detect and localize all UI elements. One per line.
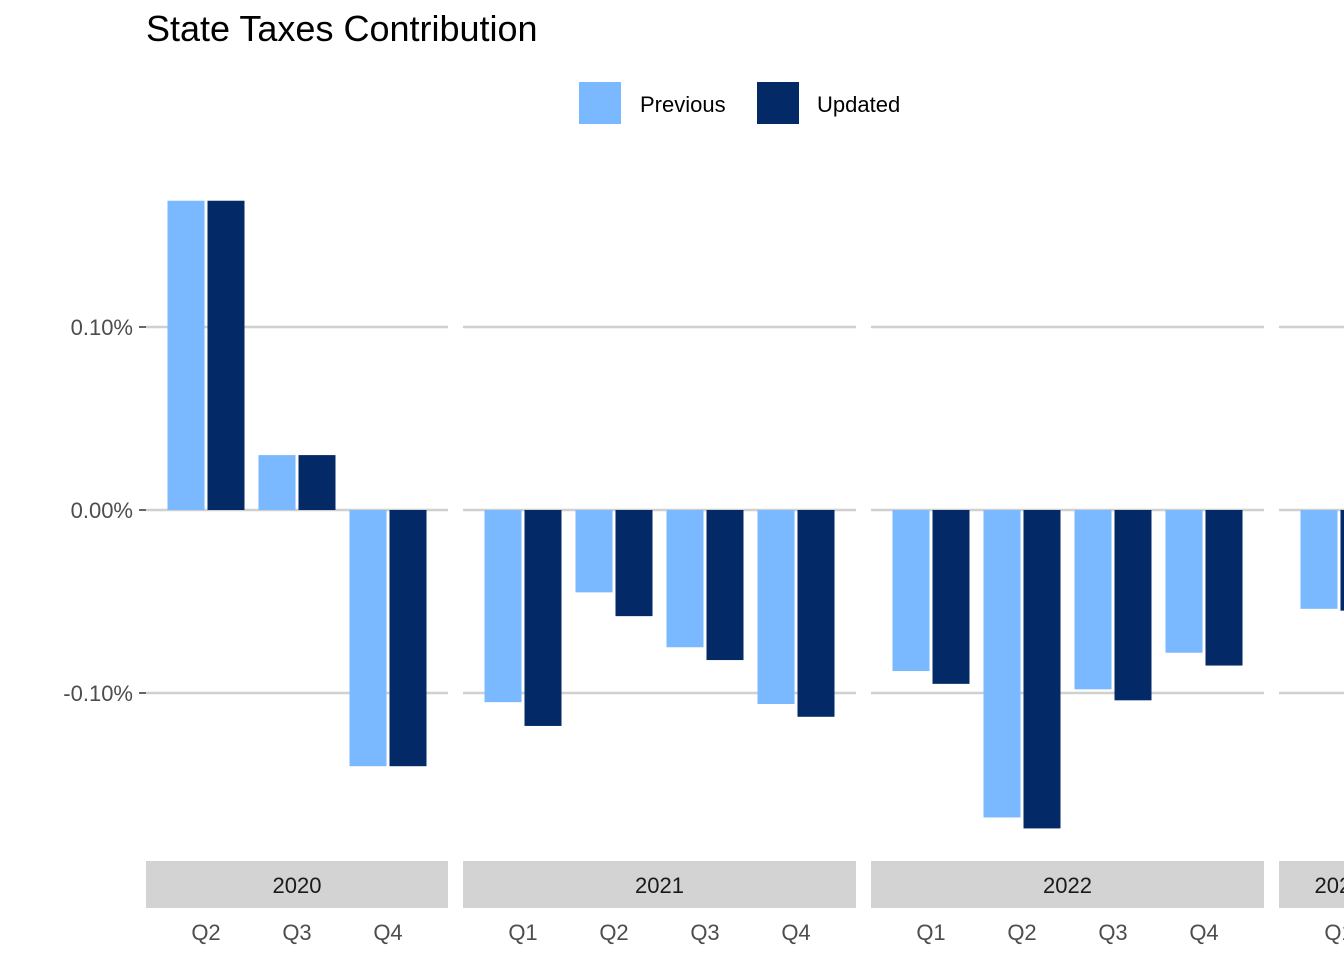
facet-strip [1279,861,1344,908]
facet-strip-label: 2022 [1043,873,1092,898]
y-axis: 0.10% 0.00% -0.10% [63,315,146,706]
bar-updated-2022-Q1 [932,510,970,684]
x-tick-label: Q3 [282,920,311,945]
x-tick-label: Q2 [1007,920,1036,945]
legend-key-previous [579,82,621,124]
bar-updated-2023-Q1 [1340,510,1344,611]
x-tick-label: Q1 [508,920,537,945]
bar-previous-2023-Q1 [1300,510,1338,609]
facet-strip-label: 2020 [273,873,322,898]
bar-updated-2021-Q1 [524,510,562,726]
bar-previous-2020-Q2 [167,200,205,511]
bar-updated-2021-Q3 [706,510,744,661]
y-tick-label: -0.10% [63,681,133,706]
x-tick-label: Q4 [373,920,402,945]
x-tick-label: Q3 [690,920,719,945]
legend-label-updated: Updated [817,92,900,117]
bar-updated-2020-Q2 [207,200,245,511]
bar-updated-2020-Q4 [389,510,427,767]
bar-updated-2021-Q2 [615,510,653,617]
x-tick-label: Q3 [1098,920,1127,945]
panel-2021: Q1 Q2 Q3 Q4 2021 [463,325,856,945]
x-tick-label: Q2 [599,920,628,945]
panel-2022: Q1 Q2 Q3 Q4 2022 [871,325,1264,945]
chart-title: State Taxes Contribution [146,8,538,49]
bar-updated-2021-Q4 [797,510,835,717]
bar-previous-2021-Q3 [666,510,704,648]
facet-strip-label: 2021 [635,873,684,898]
bar-previous-2021-Q2 [575,510,613,593]
legend: Previous Updated [579,82,900,124]
bar-previous-2020-Q4 [349,510,387,767]
bar-updated-2022-Q2 [1023,510,1061,829]
x-tick-label: Q2 [191,920,220,945]
facet-strip-label: 2023 [1315,873,1344,898]
bar-previous-2022-Q4 [1165,510,1203,653]
facet-strip [871,861,1264,908]
bar-previous-2022-Q1 [892,510,930,672]
y-tick-label: 0.00% [71,498,133,523]
facet-strip [463,861,856,908]
panel-2020: Q2 Q3 Q4 2020 [146,200,448,945]
facet-strip [146,861,448,908]
x-tick-label: Q1 [916,920,945,945]
x-tick-label: Q4 [781,920,810,945]
bar-previous-2021-Q4 [757,510,795,704]
y-tick-label: 0.10% [71,315,133,340]
bar-previous-2021-Q1 [484,510,522,703]
x-tick-label: Q1 [1324,920,1344,945]
x-tick-label: Q4 [1189,920,1218,945]
facet-panels: Q2 Q3 Q4 2020 Q1 Q2 Q3 Q4 2021 Q1 Q2 Q3 Q4 2022 Q1 2023 [146,200,1344,945]
panel-2023: Q1 2023 [1279,325,1344,945]
bar-updated-2022-Q3 [1114,510,1152,701]
bar-previous-2022-Q2 [983,510,1021,818]
legend-key-updated [757,82,799,124]
legend-label-previous: Previous [640,92,726,117]
bar-previous-2022-Q3 [1074,510,1112,690]
bar-updated-2020-Q3 [298,455,336,510]
bar-updated-2022-Q4 [1205,510,1243,666]
bar-previous-2020-Q3 [258,455,296,510]
